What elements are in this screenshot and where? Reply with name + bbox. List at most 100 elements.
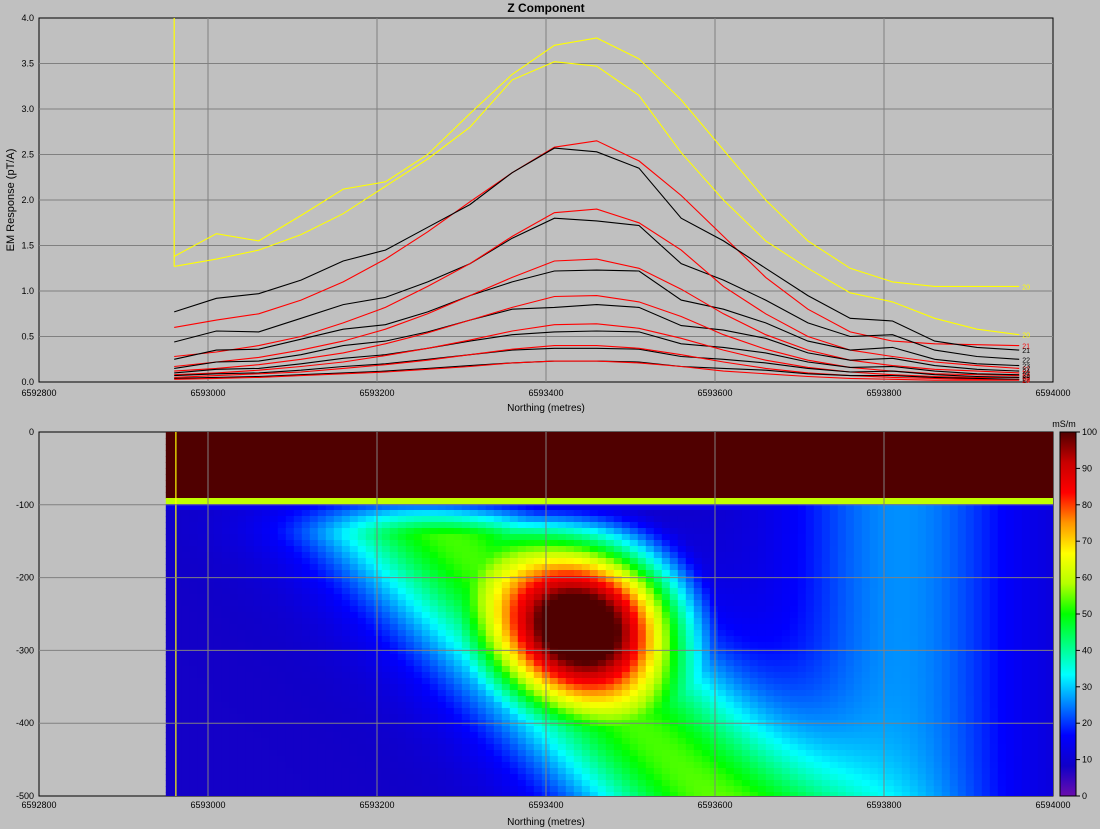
heatmap-cell: [669, 510, 679, 517]
heatmap-cell: [205, 690, 215, 697]
heatmap-cell: [741, 486, 751, 493]
heatmap-cell: [885, 552, 895, 559]
heatmap-cell: [325, 648, 335, 655]
heatmap-cell: [557, 456, 567, 463]
heatmap-cell: [581, 522, 591, 529]
heatmap-cell: [1021, 474, 1031, 481]
heatmap-cell: [213, 534, 223, 541]
heatmap-cell: [925, 672, 935, 679]
heatmap-cell: [861, 600, 871, 607]
heatmap-cell: [525, 666, 535, 673]
heatmap-cell: [1005, 642, 1015, 649]
heatmap-cell: [461, 672, 471, 679]
heatmap-cell: [709, 432, 719, 439]
heatmap-cell: [589, 546, 599, 553]
heatmap-cell: [301, 480, 311, 487]
heatmap-cell: [837, 528, 847, 535]
heatmap-cell: [565, 654, 575, 661]
heatmap-cell: [661, 546, 671, 553]
heatmap-cell: [605, 648, 615, 655]
heatmap-cell: [669, 666, 679, 673]
heatmap-cell: [245, 486, 255, 493]
heatmap-cell: [261, 444, 271, 451]
heatmap-cell: [717, 600, 727, 607]
heatmap-cell: [245, 546, 255, 553]
heatmap-cell: [517, 462, 527, 469]
heatmap-cell: [277, 648, 287, 655]
heatmap-cell: [341, 480, 351, 487]
heatmap-cell: [557, 630, 567, 637]
heatmap-cell: [813, 684, 823, 691]
heatmap-cell: [757, 672, 767, 679]
heatmap-cell: [389, 432, 399, 439]
heatmap-cell: [637, 450, 647, 457]
heatmap-cell: [1037, 636, 1047, 643]
heatmap-cell: [589, 528, 599, 535]
heatmap-cell: [717, 438, 727, 445]
heatmap-cell: [381, 540, 391, 547]
heatmap-cell: [941, 690, 951, 697]
heatmap-cell: [517, 456, 527, 463]
heatmap-cell: [821, 432, 831, 439]
heatmap-cell: [925, 660, 935, 667]
heatmap-cell: [717, 642, 727, 649]
heatmap-cell: [645, 546, 655, 553]
heatmap-cell: [637, 576, 647, 583]
heatmap-cell: [501, 642, 511, 649]
heatmap-cell: [829, 690, 839, 697]
heatmap-cell: [637, 606, 647, 613]
heatmap-cell: [437, 618, 447, 625]
heatmap-cell: [181, 552, 191, 559]
heatmap-cell: [477, 612, 487, 619]
heatmap-cell: [701, 600, 711, 607]
heatmap-cell: [1037, 648, 1047, 655]
heatmap-cell: [589, 690, 599, 697]
heatmap-cell: [173, 576, 183, 583]
heatmap-cell: [765, 612, 775, 619]
heatmap-cell: [1021, 510, 1031, 517]
heatmap-cell: [701, 594, 711, 601]
heatmap-cell: [485, 684, 495, 691]
heatmap-cell: [493, 552, 503, 559]
heatmap-cell: [669, 474, 679, 481]
heatmap-cell: [237, 510, 247, 517]
heatmap-cell: [701, 624, 711, 631]
heatmap-cell: [845, 624, 855, 631]
heatmap-cell: [765, 648, 775, 655]
heatmap-cell: [589, 480, 599, 487]
heatmap-cell: [573, 636, 583, 643]
heatmap-cell: [917, 600, 927, 607]
heatmap-cell: [197, 522, 207, 529]
heatmap-cell: [181, 648, 191, 655]
heatmap-cell: [1005, 546, 1015, 553]
heatmap-cell: [1037, 498, 1047, 505]
heatmap-cell: [941, 456, 951, 463]
heatmap-cell: [677, 630, 687, 637]
series-line: [174, 140, 1020, 347]
heatmap-cell: [389, 462, 399, 469]
heatmap-cell: [925, 666, 935, 673]
heatmap-cell: [613, 636, 623, 643]
heatmap-cell: [693, 606, 703, 613]
heatmap-cell: [677, 450, 687, 457]
heatmap-cell: [829, 486, 839, 493]
heatmap-cell: [661, 564, 671, 571]
heatmap-cell: [573, 582, 583, 589]
heatmap-cell: [565, 582, 575, 589]
heatmap-cell: [341, 654, 351, 661]
heatmap-cell: [701, 528, 711, 535]
heatmap-cell: [325, 690, 335, 697]
heatmap-cell: [981, 492, 991, 499]
heatmap-cell: [581, 582, 591, 589]
heatmap-cell: [213, 654, 223, 661]
heatmap-cell: [469, 564, 479, 571]
heatmap-cell: [173, 606, 183, 613]
series-line: [174, 147, 1020, 351]
heatmap-cell: [341, 594, 351, 601]
heatmap-cell: [165, 618, 175, 625]
heatmap-cell: [349, 594, 359, 601]
heatmap-cell: [581, 588, 591, 595]
heatmap-cell: [709, 642, 719, 649]
heatmap-cell: [1013, 510, 1023, 517]
